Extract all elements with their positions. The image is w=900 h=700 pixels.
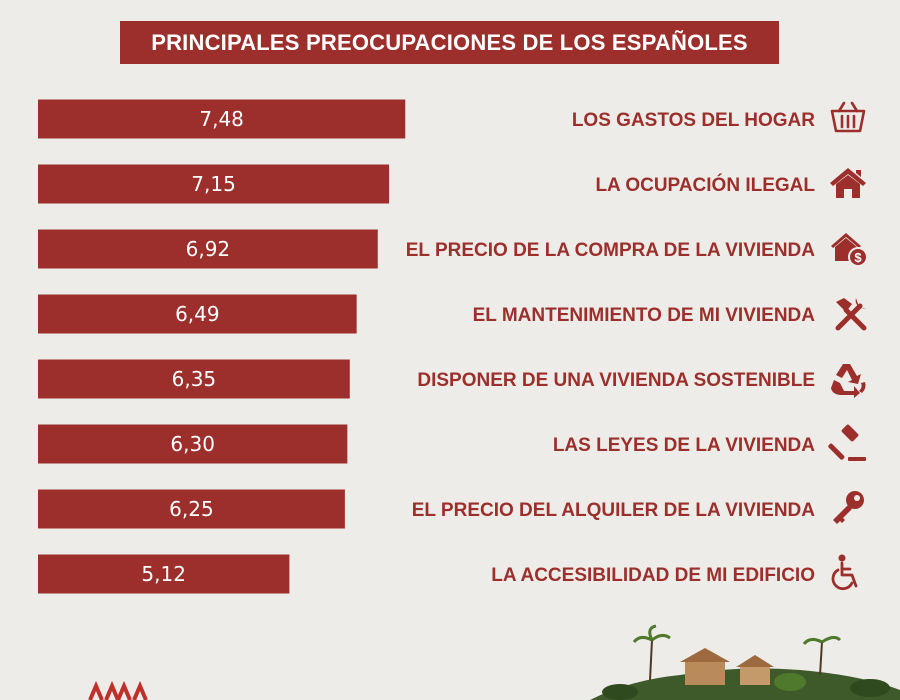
svg-text:$: $ bbox=[854, 250, 862, 265]
house-icon bbox=[830, 168, 866, 198]
bar-value-label: 7,15 bbox=[191, 172, 236, 196]
bar-3 bbox=[38, 229, 378, 269]
bar-4 bbox=[38, 294, 357, 334]
bar-7 bbox=[38, 489, 345, 529]
category-label: EL PRECIO DEL ALQUILER DE LA VIVIENDA bbox=[412, 500, 816, 521]
bar-value-label: 6,30 bbox=[170, 432, 215, 456]
category-label: LOS GASTOS DEL HOGAR bbox=[572, 110, 815, 131]
bar-value-label: 6,35 bbox=[172, 367, 217, 391]
bar-value-label: 6,25 bbox=[169, 497, 214, 521]
bar-8 bbox=[38, 554, 290, 594]
village-illustration bbox=[590, 624, 900, 700]
basket-icon bbox=[830, 101, 866, 133]
bar-2 bbox=[38, 164, 390, 204]
tools-icon bbox=[835, 298, 867, 331]
brand-logo bbox=[88, 680, 148, 700]
wheelchair-icon bbox=[831, 554, 858, 590]
bar-5 bbox=[38, 359, 350, 399]
house-dollar-icon: $ bbox=[831, 233, 868, 267]
bar-1 bbox=[38, 99, 406, 139]
chart-title: PRINCIPALES PREOCUPACIONES DE LOS ESPAÑO… bbox=[120, 21, 779, 64]
gavel-icon bbox=[828, 424, 866, 461]
category-label: DISPONER DE UNA VIVIENDA SOSTENIBLE bbox=[417, 370, 815, 391]
category-label: EL PRECIO DE LA COMPRA DE LA VIVIENDA bbox=[406, 240, 816, 261]
bar-value-label: 5,12 bbox=[141, 562, 186, 586]
bar-value-label: 6,49 bbox=[175, 302, 220, 326]
category-label: LA OCUPACIÓN ILEGAL bbox=[595, 174, 815, 196]
bar-value-label: 6,92 bbox=[186, 237, 231, 261]
category-label: LA ACCESIBILIDAD DE MI EDIFICIO bbox=[491, 565, 815, 586]
category-label: EL MANTENIMIENTO DE MI VIVIENDA bbox=[473, 305, 816, 326]
bar-value-label: 7,48 bbox=[199, 107, 244, 131]
category-label: LAS LEYES DE LA VIVIENDA bbox=[553, 435, 815, 456]
key-icon bbox=[833, 491, 864, 524]
bar-6 bbox=[38, 424, 348, 464]
recycle-icon bbox=[831, 364, 866, 398]
